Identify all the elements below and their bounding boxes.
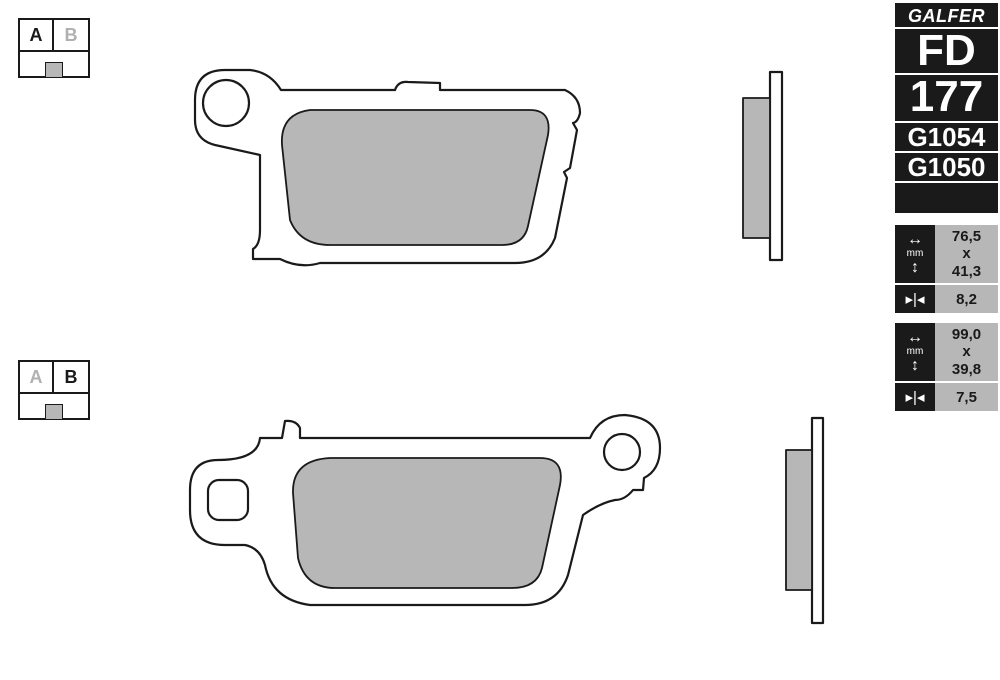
pad-b-front [190,415,660,605]
dim-row-2: ▸|◂ 8,2 [895,283,998,313]
compound-2: G1050 [895,153,998,183]
dim-row-4: ▸|◂ 7,5 [895,381,998,411]
model-number: 177 [895,75,998,123]
pad-b-side [786,418,823,623]
dim4-val: 7,5 [935,383,998,411]
dim-row-1: ↔mm↕ 76,5 x 41,3 [895,225,998,283]
width-height-icon: ↔mm↕ [895,225,935,283]
dim-row-3: ↔mm↕ 99,0 x 39,8 [895,323,998,381]
width-height-icon: ↔mm↕ [895,323,935,381]
thickness-icon: ▸|◂ [895,285,935,313]
dim3-width: 99,0 [952,326,981,343]
dim3-sep: x [962,343,970,360]
model-prefix: FD [895,29,998,75]
compound-1: G1054 [895,123,998,153]
spec-sidebar: GALFER FD 177 G1054 G1050 ↔mm↕ 76,5 x 41… [895,3,998,411]
dim1-width: 76,5 [952,228,981,245]
thickness-icon: ▸|◂ [895,383,935,411]
pad-a-side [743,72,782,260]
dim1-height: 41,3 [952,263,981,280]
dim1-sep: x [962,245,970,262]
sidebar-spacer [895,183,998,215]
technical-drawing [0,0,890,675]
dim2-val: 8,2 [935,285,998,313]
pad-a-front [195,70,580,265]
dim3-height: 39,8 [952,361,981,378]
